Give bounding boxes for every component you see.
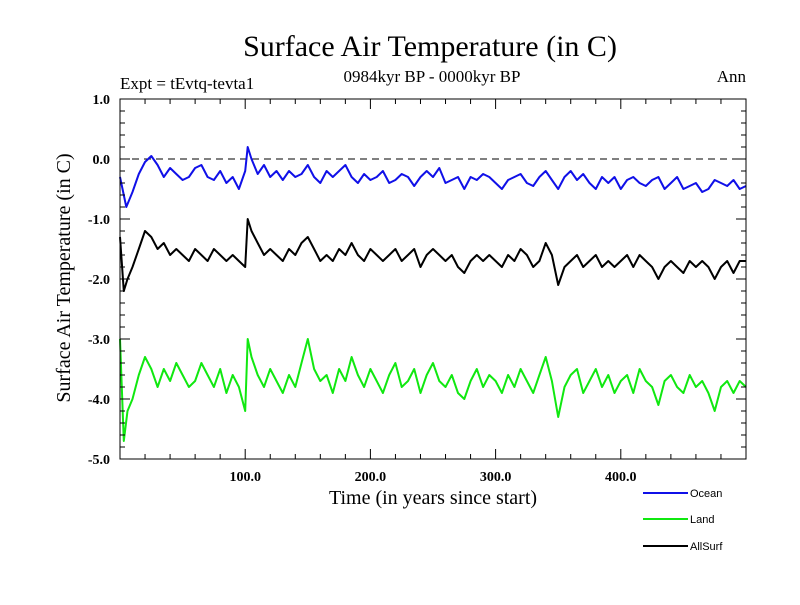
legend-label-land: Land	[690, 514, 714, 526]
y-tick-label: 1.0	[93, 93, 111, 108]
experiment-label: Expt = tEvtq-tevta1	[120, 74, 254, 93]
y-tick-label: -3.0	[88, 333, 110, 348]
legend: Ocean Land AllSurf	[643, 488, 723, 553]
x-axis-label: Time (in years since start)	[329, 487, 537, 509]
x-tick-label: 400.0	[605, 470, 637, 485]
plot-frame	[119, 98, 747, 460]
y-axis-label: Surface Air Temperature (in C)	[53, 153, 75, 402]
y-tick-label: -5.0	[88, 453, 110, 468]
x-tick-label: 200.0	[355, 470, 387, 485]
y-tick-label: -4.0	[88, 393, 110, 408]
y-tick-label: 0.0	[93, 153, 111, 168]
y-tick-label: -2.0	[88, 273, 110, 288]
chart-subtitle: 0984kyr BP - 0000kyr BP	[344, 67, 521, 86]
tick-layer: 1.0 0.0 -1.0 -2.0 -3.0 -4.0 -5.0 100.0 200.0 300.…	[88, 93, 746, 485]
x-tick-label: 100.0	[229, 470, 261, 485]
series-line-allsurf	[119, 218, 746, 292]
legend-label-ocean: Ocean	[690, 488, 722, 500]
x-tick-label: 300.0	[480, 470, 512, 485]
series-layer	[119, 146, 747, 442]
period-label: Ann	[717, 67, 747, 86]
y-tick-label: -1.0	[88, 213, 110, 228]
chart-title: Surface Air Temperature (in C)	[243, 30, 617, 63]
legend-label-allsurf: AllSurf	[690, 541, 723, 553]
series-line-ocean	[119, 146, 747, 208]
series-line-land	[119, 338, 747, 442]
